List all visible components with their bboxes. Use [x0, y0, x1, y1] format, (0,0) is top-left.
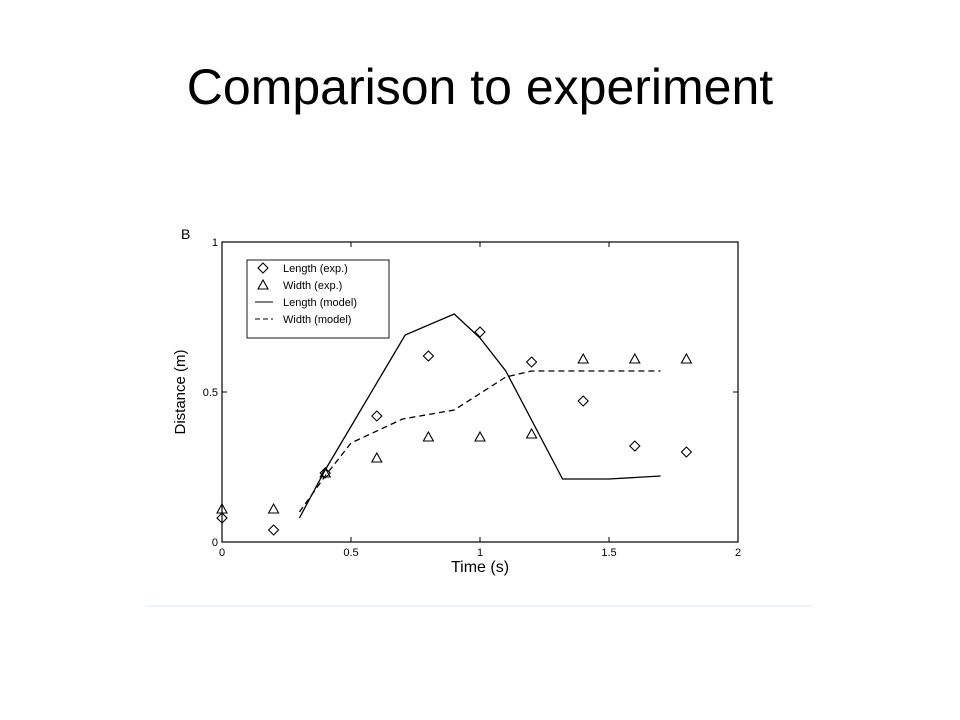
data-point-width-exp [680, 352, 693, 364]
series-line-width-model [298, 370, 661, 513]
data-point-width-exp [422, 430, 435, 442]
y-axis-ticks: 00.51 [203, 237, 738, 549]
y-tick-label: 0 [212, 537, 218, 549]
data-point-length-exp [577, 395, 589, 407]
data-point-width-exp [474, 430, 486, 442]
legend-label: Length (exp.) [283, 263, 348, 275]
data-point-width-exp [370, 451, 383, 463]
data-point-width-exp [628, 352, 641, 364]
data-point-length-exp [216, 512, 228, 524]
figure-rule [145, 605, 813, 607]
x-tick-label: 1 [477, 547, 483, 559]
chart-svg: B 0 0.5 1 1.5 2 00.51 Time (s) Distance (m) … [172, 226, 741, 576]
x-tick-label: 0.5 [343, 547, 358, 559]
data-point-width-exp [216, 502, 228, 514]
x-axis-label: Time (s) [451, 559, 509, 576]
data-point-length-exp [525, 356, 538, 368]
data-point-length-exp [422, 350, 435, 362]
legend-label: Width (model) [283, 314, 351, 326]
y-tick-label: 1 [212, 237, 218, 249]
series-layer [216, 313, 693, 536]
slide-title: Comparison to experiment [186, 59, 774, 115]
data-point-length-exp [629, 440, 641, 452]
series-width-model [298, 370, 661, 513]
legend: Length (exp.) Width (exp.) Length (model) W… [246, 259, 390, 339]
y-tick-label: 0.5 [203, 387, 218, 399]
y-axis-label: Distance (m) [172, 349, 189, 434]
legend-label: Width (exp.) [283, 280, 342, 292]
legend-swatch-width-exp [257, 278, 269, 290]
series-width-exp [216, 352, 693, 514]
data-point-width-exp [525, 427, 538, 439]
data-point-width-exp [267, 502, 280, 514]
data-point-length-exp [474, 326, 486, 338]
data-point-width-exp [577, 352, 590, 364]
x-axis-ticks: 0 0.5 1 1.5 2 [219, 242, 741, 559]
panel-label: B [181, 226, 190, 242]
x-tick-label: 0 [219, 547, 225, 559]
x-tick-label: 2 [735, 547, 741, 559]
data-point-length-exp [680, 446, 693, 458]
series-length-exp [216, 326, 693, 536]
data-point-length-exp [267, 524, 280, 536]
series-line-length-model [298, 313, 661, 519]
legend-swatch-length-exp [257, 262, 269, 274]
legend-box [246, 259, 390, 339]
x-tick-label: 1.5 [601, 547, 616, 559]
series-length-model [298, 313, 661, 519]
chart-figure: B 0 0.5 1 1.5 2 0 0.5 1 Time (s) Distance (m) … [145, 215, 813, 607]
data-point-length-exp [371, 410, 383, 422]
legend-label: Length (model) [283, 297, 357, 309]
